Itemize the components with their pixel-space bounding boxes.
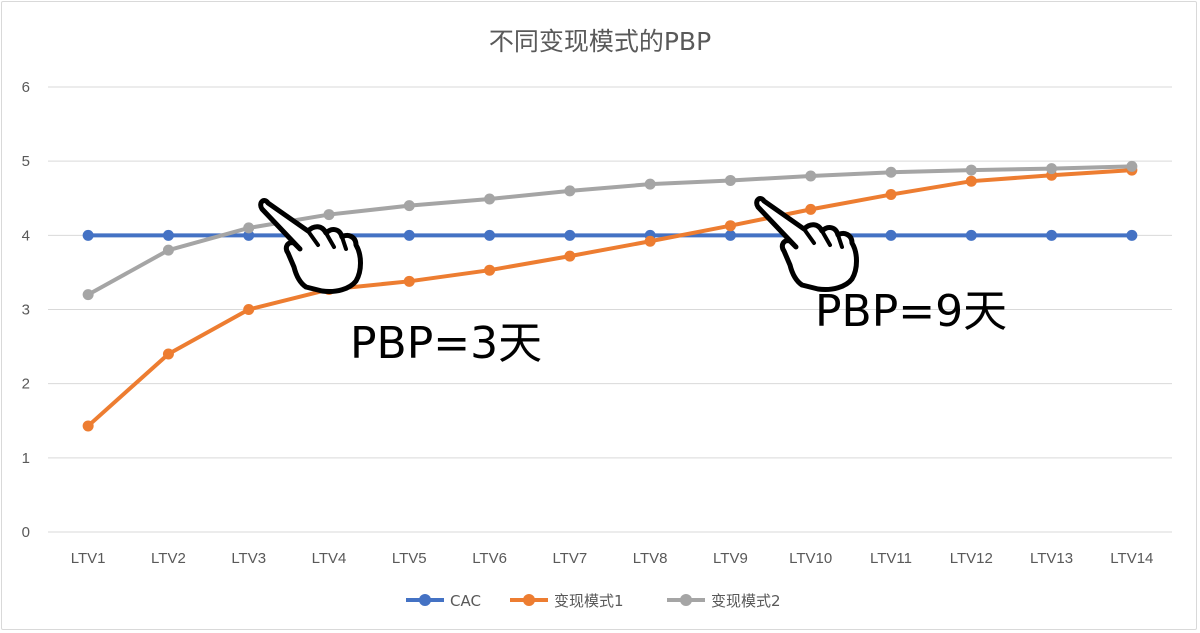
data-point [805, 203, 817, 215]
y-tick-label: 3 [22, 302, 30, 319]
x-tick-label: LTV2 [151, 550, 186, 567]
data-point [805, 170, 817, 182]
annotation-label: PBP=9天 [815, 286, 1007, 337]
data-point [82, 229, 94, 241]
data-point [1046, 229, 1058, 241]
data-point [484, 264, 496, 276]
hand-fingers [802, 227, 844, 249]
series-3 [82, 160, 1138, 301]
data-point [724, 229, 736, 241]
x-tick-label: LTV1 [71, 550, 106, 567]
x-tick-label: LTV11 [870, 550, 912, 567]
data-point [1126, 160, 1138, 172]
data-point [243, 222, 255, 234]
data-point [965, 175, 977, 187]
data-point [564, 229, 576, 241]
hand-fingers [306, 229, 348, 251]
y-tick-label: 1 [22, 450, 30, 467]
series-layer [82, 160, 1138, 432]
legend-marker [523, 594, 535, 606]
data-point [403, 275, 415, 287]
data-point [403, 200, 415, 212]
data-point [724, 174, 736, 186]
data-point [644, 178, 656, 190]
x-tick-label: LTV4 [312, 550, 347, 567]
legend-marker [419, 594, 431, 606]
x-tick-label: LTV12 [950, 550, 993, 567]
data-point [484, 229, 496, 241]
legend: CAC 变现模式1 变现模式2 [406, 592, 781, 610]
data-point [484, 193, 496, 205]
data-point [162, 348, 174, 360]
x-axis-ticks: LTV1 LTV2 LTV3 LTV4 LTV5 LTV6 LTV7 LTV8 LTV9 LTV1… [71, 550, 1154, 567]
data-point [1126, 229, 1138, 241]
data-point [965, 164, 977, 176]
hand-outline [754, 196, 859, 292]
legend-marker [680, 594, 692, 606]
x-tick-label: LTV9 [713, 550, 748, 567]
data-point [885, 166, 897, 178]
series-line [86, 168, 1134, 428]
data-point [644, 235, 656, 247]
data-point [885, 189, 897, 201]
y-tick-label: 5 [22, 153, 30, 170]
hand-outline [258, 198, 363, 294]
x-tick-label: LTV10 [789, 550, 832, 567]
legend-item-2: 变现模式1 [510, 592, 624, 610]
y-tick-label: 2 [22, 376, 30, 393]
data-point [162, 244, 174, 256]
legend-label: 变现模式1 [554, 592, 624, 610]
x-tick-label: LTV14 [1110, 550, 1153, 567]
y-tick-label: 4 [22, 227, 30, 244]
data-point [724, 220, 736, 232]
x-tick-label: LTV7 [552, 550, 587, 567]
y-tick-label: 0 [22, 524, 30, 541]
x-tick-label: LTV8 [633, 550, 668, 567]
x-tick-label: LTV5 [392, 550, 427, 567]
data-point [162, 229, 174, 241]
x-tick-label: LTV6 [472, 550, 507, 567]
data-point [82, 289, 94, 301]
data-point [82, 420, 94, 432]
series-line [86, 164, 1134, 297]
series-2 [82, 164, 1138, 432]
chart-title: 不同变现模式的PBP [489, 27, 711, 56]
pointing-hand-icon [754, 196, 859, 292]
data-point [564, 185, 576, 197]
data-point [323, 209, 335, 221]
data-point [965, 229, 977, 241]
data-point [403, 229, 415, 241]
legend-label: CAC [450, 592, 481, 610]
data-point [243, 304, 255, 315]
y-tick-label: 6 [22, 79, 30, 96]
annotations: PBP=3天 PBP=9天 [258, 196, 1007, 369]
x-tick-label: LTV13 [1030, 550, 1073, 567]
legend-item-3: 变现模式2 [667, 592, 781, 610]
data-point [564, 250, 576, 262]
data-point [885, 229, 897, 241]
pointing-hand-icon [258, 198, 363, 294]
annotation-label: PBP=3天 [350, 318, 542, 369]
data-point [1046, 163, 1058, 175]
x-tick-label: LTV3 [231, 550, 266, 567]
y-axis-ticks: 0 1 2 3 4 5 6 [22, 79, 30, 541]
legend-label: 变现模式2 [711, 592, 781, 610]
legend-item-1: CAC [406, 592, 481, 610]
